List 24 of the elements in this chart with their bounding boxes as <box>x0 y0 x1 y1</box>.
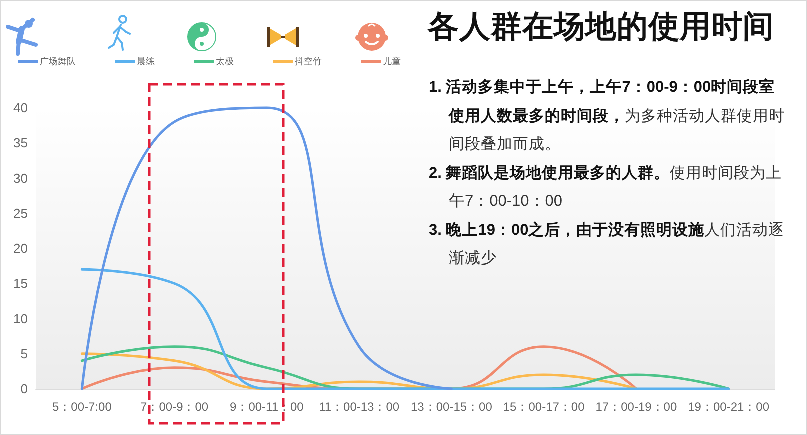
y-tick-label: 35 <box>14 136 28 151</box>
x-tick-label: 17：00-19：00 <box>596 400 678 414</box>
legend-label: 广场舞队 <box>40 56 76 66</box>
annotation: 3. 晚上19：00之后，由于没有照明设施 <box>429 222 705 238</box>
legend-label: 儿童 <box>383 56 401 66</box>
y-tick-label: 15 <box>14 276 28 292</box>
x-tick-label: 11：00-13：00 <box>319 400 400 414</box>
legend-label: 晨练 <box>137 56 155 66</box>
x-tick-label: 13：00-15：00 <box>410 400 493 414</box>
y-tick-label: 0 <box>20 382 28 396</box>
y-tick-label: 25 <box>14 206 28 221</box>
x-tick-label: 15：00-17：00 <box>503 400 586 414</box>
y-tick-label: 40 <box>14 100 28 116</box>
x-tick-label: 5：00-7:00 <box>52 400 112 414</box>
x-tick-label: 7：00-9：00 <box>140 400 209 414</box>
legend-label: 抖空竹 <box>294 56 322 66</box>
y-tick-label: 20 <box>14 241 28 256</box>
legend-label: 太极 <box>216 56 234 66</box>
x-tick-label: 19：00-21：00 <box>688 400 770 414</box>
y-tick-label: 5 <box>20 346 28 362</box>
chart-title: 各人群在场地的使用时间 <box>428 8 774 46</box>
annotation: 2. 舞蹈队是场地使用最多的人群。 <box>429 164 670 182</box>
y-tick-label: 30 <box>14 170 28 186</box>
y-tick-label: 10 <box>14 311 28 326</box>
